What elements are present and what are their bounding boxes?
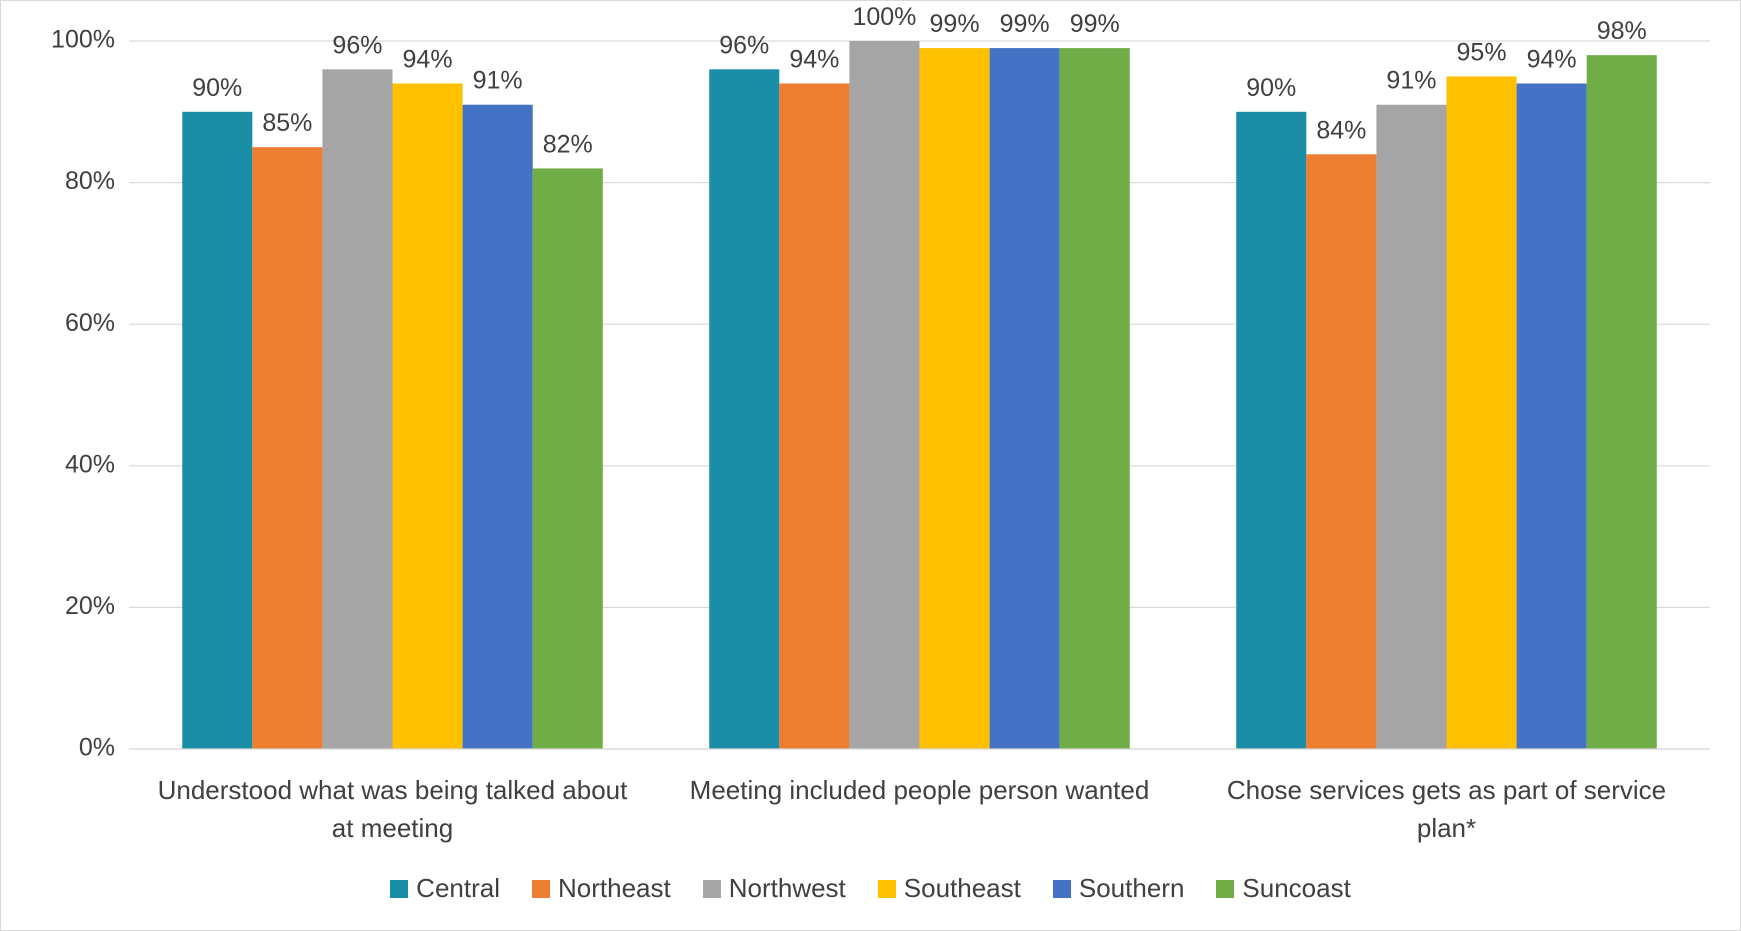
x-tick-label: Chose services gets as part of service p… (1226, 775, 1667, 843)
legend-item: Southeast (877, 873, 1021, 904)
data-label: 82% (543, 130, 593, 158)
legend-swatch (532, 879, 550, 898)
bar (1236, 111, 1307, 750)
data-label: 90% (1246, 74, 1296, 102)
bar (1586, 55, 1657, 750)
legend-label: Central (416, 873, 500, 903)
data-label: 94% (403, 45, 453, 73)
y-tick-label: 60% (65, 309, 115, 337)
bar (1446, 76, 1517, 749)
bar (182, 111, 253, 750)
data-label: 100% (852, 3, 916, 31)
bar (849, 41, 920, 749)
bar (709, 69, 780, 749)
data-label: 96% (332, 31, 382, 59)
bar (392, 83, 463, 750)
bar (1059, 48, 1130, 749)
legend: Central Northeast Northwest Southeast Southe… (1, 873, 1740, 904)
y-tick-label: 0% (79, 734, 115, 762)
legend-item: Suncoast (1216, 873, 1351, 904)
bar (1516, 83, 1587, 750)
legend-item: Southern (1052, 873, 1185, 904)
legend-label: Northeast (558, 873, 671, 903)
bar (919, 48, 990, 749)
bar (462, 104, 533, 750)
data-label: 94% (789, 45, 839, 73)
legend-item: Central (390, 873, 500, 904)
bar (1306, 154, 1377, 749)
data-label: 96% (719, 31, 769, 59)
bar (1376, 104, 1447, 750)
legend-swatch (877, 879, 896, 898)
bar (252, 147, 323, 749)
legend-swatch (390, 879, 409, 898)
data-label: 85% (262, 109, 312, 137)
legend-swatch (1216, 879, 1235, 898)
data-label: 98% (1597, 17, 1647, 45)
y-tick-label: 100% (51, 26, 115, 54)
data-label: 84% (1316, 116, 1366, 144)
bar (532, 168, 603, 749)
data-label: 91% (1386, 67, 1436, 95)
y-tick-label: 80% (65, 167, 115, 195)
y-tick-label: 40% (65, 450, 115, 478)
data-label: 90% (192, 74, 242, 102)
data-label: 99% (930, 10, 980, 38)
data-label: 99% (1070, 10, 1120, 38)
data-label: 94% (1527, 45, 1577, 73)
legend-item: Northeast (532, 873, 671, 904)
legend-label: Southern (1078, 873, 1185, 903)
x-tick-label: Meeting included people person wanted (689, 775, 1150, 805)
legend-label: Northwest (728, 873, 846, 903)
data-label: 99% (1000, 10, 1050, 38)
legend-label: Southeast (903, 873, 1021, 903)
legend-swatch (1052, 879, 1071, 898)
bar (779, 83, 850, 750)
x-tick-label: Understood what was being talked about a… (157, 775, 628, 843)
data-label: 95% (1457, 38, 1507, 66)
data-label: 91% (473, 67, 523, 95)
legend-swatch (702, 879, 721, 898)
legend-label: Suncoast (1242, 873, 1351, 903)
bar (322, 69, 393, 749)
bar (989, 48, 1060, 749)
y-tick-label: 20% (65, 592, 115, 620)
legend-item: Northwest (702, 873, 846, 904)
